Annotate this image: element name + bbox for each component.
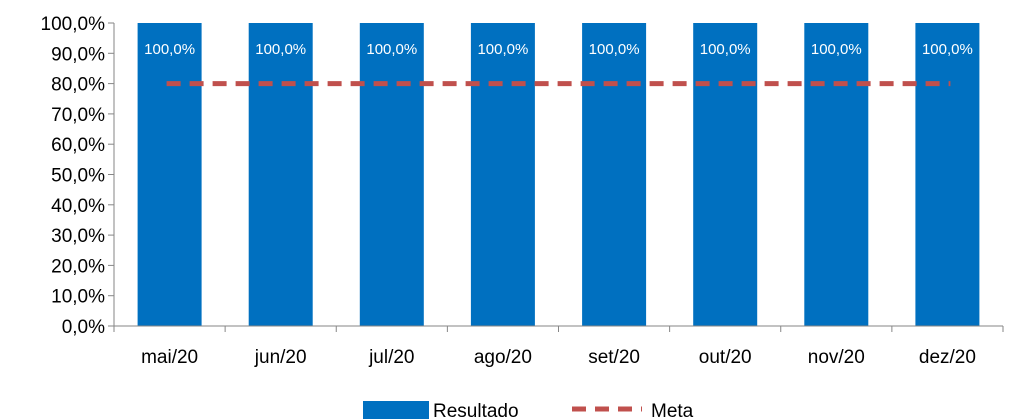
y-tick-label: 100,0%	[41, 14, 106, 35]
bar-data-label: 100,0%	[144, 41, 195, 58]
x-tick-label: dez/20	[919, 347, 976, 368]
legend-label-resultado: Resultado	[433, 401, 519, 419]
bar-data-label: 100,0%	[589, 41, 640, 58]
y-tick-label: 40,0%	[51, 196, 105, 217]
bar-jun-20	[248, 23, 313, 326]
y-tick-label: 60,0%	[51, 135, 105, 156]
legend: Resultado Meta	[363, 401, 694, 419]
y-ticks: 0,0% 10,0% 20,0% 30,0% 40,0% 50,0% 60,0% 70,0% 8…	[41, 14, 114, 338]
y-tick-label: 50,0%	[51, 166, 105, 187]
bar-data-label: 100,0%	[700, 41, 751, 58]
bar-series	[137, 23, 980, 326]
legend-label-meta: Meta	[651, 401, 694, 419]
y-tick-label: 10,0%	[51, 287, 105, 308]
bar-data-label: 100,0%	[255, 41, 306, 58]
x-tick-label: set/20	[588, 347, 640, 368]
bar-data-labels: 100,0% 100,0% 100,0% 100,0% 100,0% 100,0% 100,…	[144, 41, 973, 58]
legend-bar-swatch	[363, 401, 429, 419]
axes: 0,0% 10,0% 20,0% 30,0% 40,0% 50,0% 60,0% 70,0% 8…	[41, 14, 1004, 368]
bar-data-label: 100,0%	[477, 41, 528, 58]
y-tick-label: 80,0%	[51, 75, 105, 96]
x-tick-label: nov/20	[808, 347, 865, 368]
bar-ago-20	[470, 23, 535, 326]
x-tick-label: ago/20	[474, 347, 532, 368]
y-tick-label: 20,0%	[51, 256, 105, 277]
bar-out-20	[693, 23, 758, 326]
bar-data-label: 100,0%	[366, 41, 417, 58]
bar-data-label: 100,0%	[811, 41, 862, 58]
x-ticks: mai/20 jun/20 jul/20 ago/20 set/20 out/20 nov/…	[113, 326, 1004, 368]
x-tick-label: jun/20	[254, 347, 307, 368]
x-tick-label: mai/20	[141, 347, 198, 368]
bar-mai-20	[137, 23, 202, 326]
bar-nov-20	[804, 23, 869, 326]
y-tick-label: 90,0%	[51, 44, 105, 65]
bar-data-label: 100,0%	[922, 41, 973, 58]
y-tick-label: 30,0%	[51, 226, 105, 247]
y-tick-label: 70,0%	[51, 105, 105, 126]
x-tick-label: out/20	[699, 347, 752, 368]
x-tick-label: jul/20	[368, 347, 414, 368]
bar-set-20	[582, 23, 647, 326]
bar-dez-20	[915, 23, 980, 326]
bar-jul-20	[359, 23, 424, 326]
y-tick-label: 0,0%	[62, 317, 105, 338]
